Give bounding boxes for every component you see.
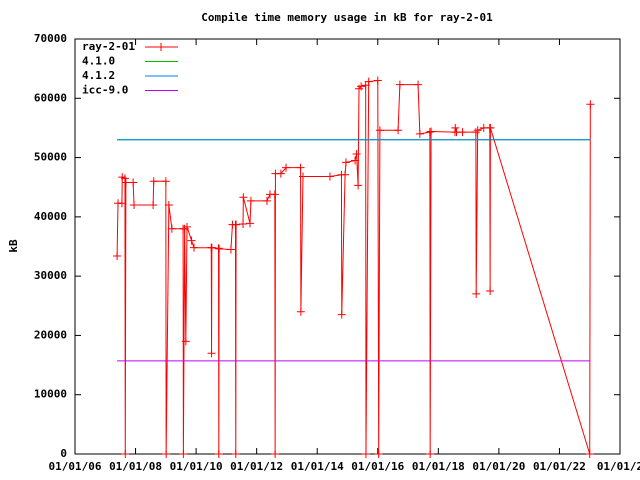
x-tick-label: 01/01/20 — [472, 460, 525, 473]
y-tick-label: 0 — [60, 447, 67, 460]
data-point — [164, 201, 173, 209]
data-point — [162, 450, 171, 458]
y-tick-label: 40000 — [34, 210, 67, 223]
data-point — [425, 128, 434, 137]
legend-label: ray-2-01 — [82, 40, 135, 53]
legend-label: icc-9.0 — [82, 84, 128, 97]
data-point — [414, 80, 423, 89]
data-point — [427, 127, 436, 136]
data-point — [341, 170, 350, 179]
data-point — [357, 82, 366, 91]
data-point — [337, 310, 346, 319]
data-point — [394, 126, 403, 135]
plot-frame — [74, 38, 621, 455]
data-point — [183, 222, 192, 231]
data-point — [179, 450, 188, 458]
data-point — [276, 169, 285, 178]
data-point — [364, 77, 373, 86]
data-point — [129, 178, 138, 187]
data-point — [113, 251, 122, 260]
data-point — [415, 129, 424, 138]
data-point — [354, 181, 363, 190]
x-tick-label: 01/01/08 — [109, 460, 162, 473]
legend-label: 4.1.0 — [82, 55, 115, 68]
data-point — [117, 199, 126, 208]
data-point — [207, 349, 216, 358]
data-point — [161, 177, 170, 186]
data-point — [473, 126, 482, 135]
data-point — [351, 156, 360, 165]
data-point — [341, 158, 350, 167]
data-point — [471, 128, 480, 137]
data-point — [214, 450, 223, 458]
data-point — [232, 220, 241, 229]
data-point — [121, 450, 130, 458]
chart-title: Compile time memory usage in kB for ray-… — [201, 11, 493, 24]
data-point — [215, 244, 224, 253]
data-point — [149, 177, 158, 186]
data-point — [451, 123, 460, 132]
data-point — [585, 450, 594, 458]
y-tick-label: 70000 — [34, 32, 67, 45]
data-point — [472, 289, 481, 298]
data-point — [187, 236, 196, 245]
x-tick-label: 01/01/14 — [291, 460, 344, 473]
x-tick-label: 01/01/10 — [170, 460, 223, 473]
data-point — [586, 100, 595, 109]
data-point — [239, 219, 248, 228]
data-point — [426, 450, 435, 458]
x-tick-label: 01/01/06 — [49, 460, 102, 473]
data-point — [226, 245, 235, 254]
y-tick-label: 30000 — [34, 269, 67, 282]
y-tick-label: 60000 — [34, 91, 67, 104]
data-point — [270, 190, 279, 199]
data-point — [149, 201, 158, 209]
data-point — [271, 450, 280, 458]
data-point — [325, 172, 334, 181]
data-point — [486, 286, 495, 295]
data-point — [458, 128, 467, 137]
data-point — [207, 243, 216, 252]
data-point — [181, 337, 190, 346]
data-point — [375, 126, 384, 135]
y-tick-label: 50000 — [34, 151, 67, 164]
legend-marker — [157, 43, 165, 51]
data-point — [231, 450, 240, 458]
y-tick-label: 10000 — [34, 388, 67, 401]
x-tick-label: 01/01/18 — [412, 460, 465, 473]
x-tick-label: 01/01/22 — [533, 460, 586, 473]
data-point — [282, 163, 291, 172]
legend-label: 4.1.2 — [82, 69, 115, 82]
data-point — [262, 196, 271, 205]
data-point — [296, 307, 305, 316]
data-point — [373, 76, 382, 85]
data-point — [130, 201, 139, 209]
x-tick-label: 01/01/12 — [230, 460, 283, 473]
y-axis-label: kB — [7, 239, 20, 253]
data-point — [296, 163, 305, 172]
data-point — [361, 450, 370, 458]
data-point — [167, 224, 176, 233]
data-point — [246, 196, 255, 205]
data-point — [298, 172, 307, 181]
data-point — [239, 193, 248, 202]
data-point — [374, 450, 383, 458]
data-point — [120, 174, 129, 183]
data-point — [246, 219, 255, 228]
data-point — [352, 150, 361, 159]
data-point — [395, 80, 404, 89]
data-point — [121, 178, 130, 187]
x-tick-label: 01/01/16 — [351, 460, 404, 473]
data-point — [189, 243, 198, 252]
data-point — [486, 123, 495, 132]
series-line — [116, 79, 591, 455]
x-tick-label: 01/01/2 — [597, 460, 640, 473]
data-point — [214, 244, 223, 253]
y-tick-label: 20000 — [34, 328, 67, 341]
